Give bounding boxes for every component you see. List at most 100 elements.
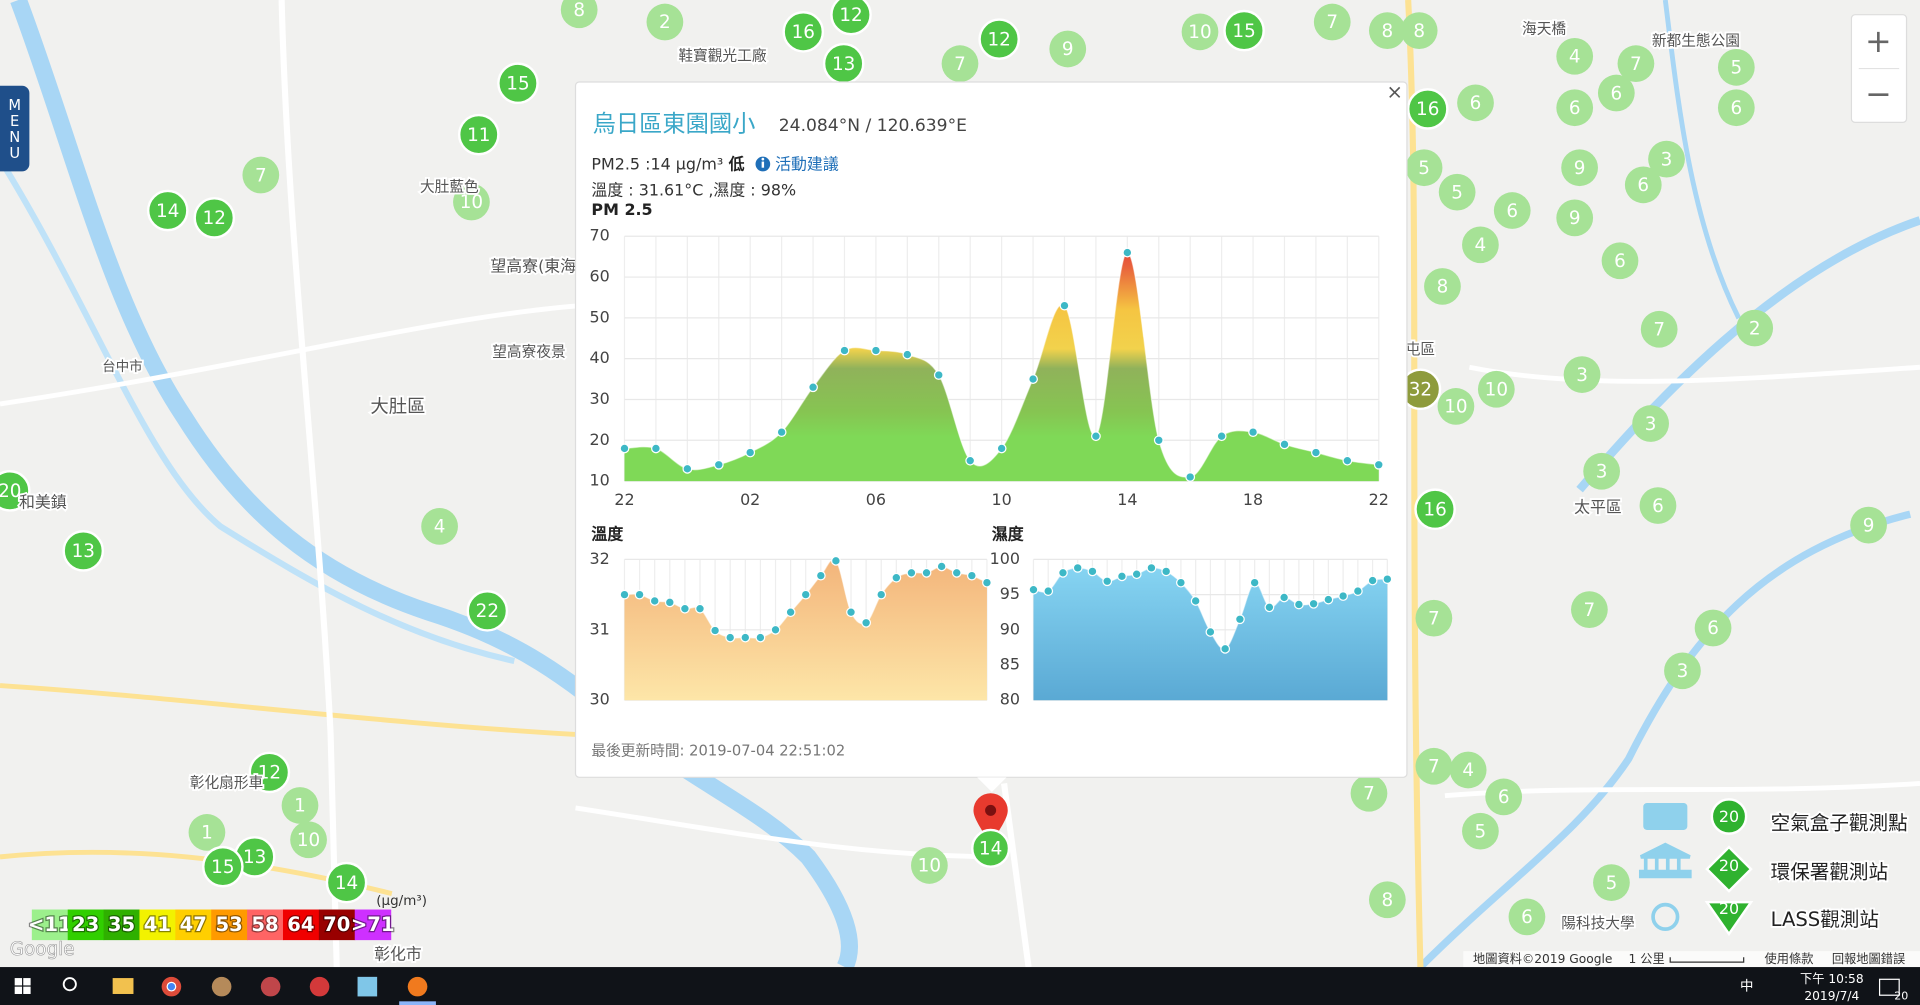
app-icon[interactable]: [309, 976, 330, 997]
map-pin[interactable]: [973, 793, 1008, 845]
station-marker[interactable]: 10: [1477, 370, 1515, 408]
station-marker[interactable]: 10: [453, 183, 490, 221]
station-marker[interactable]: 8: [1424, 268, 1461, 305]
clock-date[interactable]: 2019/7/4: [1804, 989, 1859, 1003]
zoom-in[interactable]: +: [1865, 22, 1892, 60]
station-marker[interactable]: 7: [1617, 45, 1655, 83]
station-marker[interactable]: 9: [1049, 30, 1087, 68]
station-marker[interactable]: 7: [1640, 310, 1678, 348]
marker-circle: [1639, 487, 1677, 524]
search-icon[interactable]: [62, 977, 77, 992]
station-marker[interactable]: 7: [1313, 3, 1351, 41]
station-marker[interactable]: 2: [646, 3, 684, 41]
station-marker[interactable]: 12: [978, 18, 1021, 60]
station-marker[interactable]: 12: [248, 751, 291, 794]
menu-tab[interactable]: MENU: [0, 85, 30, 172]
station-marker[interactable]: 15: [202, 845, 244, 888]
station-marker[interactable]: 20: [0, 470, 31, 512]
station-marker[interactable]: 6: [1508, 898, 1546, 936]
station-marker[interactable]: 3: [1563, 356, 1601, 393]
station-marker[interactable]: 15: [1223, 9, 1265, 52]
station-marker[interactable]: 8: [1400, 12, 1438, 49]
data-point: [1220, 643, 1231, 654]
station-marker[interactable]: 5: [1462, 812, 1499, 850]
station-marker[interactable]: 5: [1717, 48, 1755, 86]
station-marker[interactable]: 4: [1449, 751, 1487, 789]
station-marker[interactable]: 5: [1593, 864, 1630, 901]
station-marker[interactable]: 6: [1556, 89, 1594, 127]
notification-icon[interactable]: [1878, 978, 1900, 996]
station-marker[interactable]: 12: [193, 197, 236, 239]
explorer-icon[interactable]: [112, 978, 134, 994]
station-marker[interactable]: 16: [1406, 88, 1449, 130]
station-marker[interactable]: 7: [1415, 599, 1453, 637]
station-marker[interactable]: 6: [1597, 74, 1635, 112]
station-marker[interactable]: 6: [1601, 242, 1639, 280]
station-marker[interactable]: 4: [1556, 37, 1594, 75]
station-marker[interactable]: 14: [146, 189, 189, 232]
station-marker[interactable]: 11: [457, 113, 500, 156]
station-marker[interactable]: 6: [1485, 778, 1523, 816]
marker-circle: [1438, 173, 1476, 211]
legend-sun-icon: [1651, 902, 1680, 931]
station-marker[interactable]: 6: [1717, 89, 1755, 127]
station-marker[interactable]: 1: [188, 814, 226, 851]
station-marker[interactable]: 8: [1368, 12, 1406, 49]
station-marker[interactable]: 5: [1438, 173, 1476, 211]
report-link[interactable]: 回報地圖錯誤: [1832, 951, 1905, 966]
station-marker[interactable]: 4: [421, 508, 458, 545]
ime-indicator[interactable]: 中: [1740, 979, 1753, 995]
station-marker[interactable]: 10: [1437, 388, 1475, 425]
station-marker[interactable]: 8: [1368, 881, 1406, 919]
close-button[interactable]: ×: [1386, 81, 1402, 104]
y-tick-label: 30: [590, 690, 610, 709]
marker-circle: [1462, 226, 1499, 264]
station-marker[interactable]: 7: [1415, 747, 1453, 785]
app-icon[interactable]: [211, 976, 232, 997]
terms-link[interactable]: 使用條款: [1764, 951, 1813, 966]
station-marker[interactable]: 2: [1736, 309, 1774, 347]
station-marker[interactable]: 10: [1181, 13, 1219, 51]
station-marker[interactable]: 7: [242, 156, 280, 194]
station-marker[interactable]: 6: [1639, 487, 1677, 524]
station-marker[interactable]: 3: [1632, 405, 1669, 442]
marker-circle: [1424, 268, 1461, 305]
station-marker[interactable]: 14: [325, 861, 368, 904]
station-marker[interactable]: 5: [1405, 149, 1443, 187]
station-marker[interactable]: 7: [1350, 774, 1388, 812]
zoom-out[interactable]: −: [1865, 74, 1892, 112]
station-marker[interactable]: 10: [911, 847, 948, 884]
clock-time[interactable]: 下午 10:58: [1800, 972, 1864, 986]
station-marker[interactable]: 1: [281, 787, 319, 824]
chart: PM 2.5 10 20 30 40 50 60 70 22 02 06 10 14 18 22: [590, 200, 1389, 509]
station-marker[interactable]: 3: [1583, 452, 1621, 490]
station-marker[interactable]: 3: [1648, 140, 1685, 178]
station-marker[interactable]: 7: [941, 45, 979, 83]
station-marker[interactable]: 10: [290, 821, 327, 859]
firefox-icon[interactable]: [407, 976, 428, 997]
station-marker[interactable]: 3: [1664, 652, 1701, 690]
station-marker[interactable]: 12: [830, 0, 872, 36]
station-marker[interactable]: 13: [62, 530, 105, 572]
app-icon[interactable]: [357, 976, 378, 997]
station-marker[interactable]: 15: [497, 62, 539, 105]
marker-label: 10: [918, 856, 941, 877]
station-marker[interactable]: 16: [782, 11, 825, 53]
station-marker[interactable]: 6: [1457, 84, 1494, 122]
station-marker[interactable]: 9: [1850, 506, 1887, 544]
station-marker[interactable]: 8: [560, 0, 598, 29]
station-marker[interactable]: 13: [822, 42, 865, 85]
station-marker[interactable]: 6: [1493, 192, 1531, 229]
data-point: [871, 345, 881, 356]
station-marker[interactable]: 4: [1462, 226, 1499, 264]
start-button[interactable]: [14, 978, 31, 994]
station-marker[interactable]: 22: [466, 590, 509, 632]
station-marker[interactable]: 9: [1556, 199, 1594, 237]
advice-link[interactable]: 活動建議: [775, 155, 839, 174]
station-marker[interactable]: 6: [1624, 166, 1662, 204]
station-marker[interactable]: 7: [1571, 591, 1608, 628]
station-marker[interactable]: 6: [1694, 609, 1732, 647]
station-marker[interactable]: 16: [1414, 488, 1456, 531]
app-icon[interactable]: [260, 976, 281, 997]
station-marker[interactable]: 9: [1561, 149, 1598, 187]
